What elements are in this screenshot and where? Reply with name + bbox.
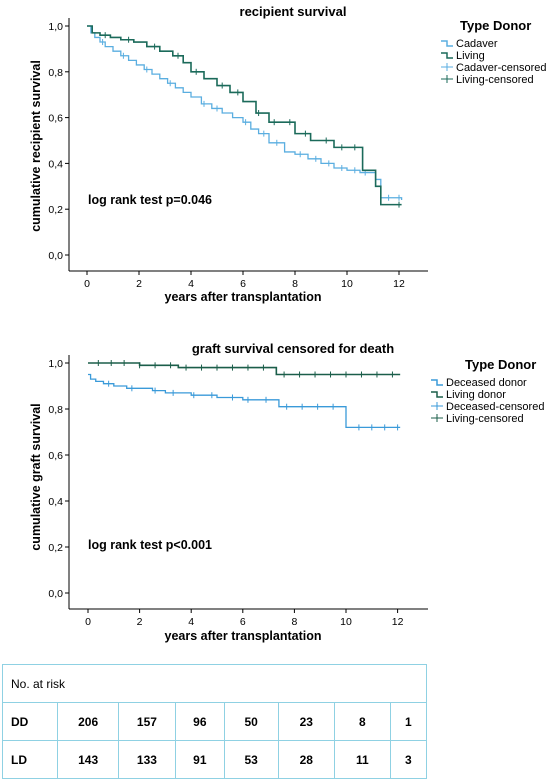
legend-censor-symbol xyxy=(441,63,453,71)
risk-cell: 3 xyxy=(389,740,428,779)
series-line-cadaver xyxy=(87,25,403,201)
risk-cell: 8 xyxy=(334,702,391,741)
x-tick-label: 8 xyxy=(292,278,298,290)
risk-cell: 1 xyxy=(389,702,428,741)
legend: Type Donor CadaverLivingCadaver-censored… xyxy=(441,18,547,86)
x-tick-label: 2 xyxy=(137,616,143,628)
risk-table-row-dd: DD 206 157 96 50 23 8 1 xyxy=(1,702,428,741)
risk-table-header: No. at risk xyxy=(2,664,427,703)
legend-step-symbol xyxy=(431,391,443,398)
y-tick-label: 0,4 xyxy=(48,496,63,508)
chart-title: recipient survival xyxy=(240,4,347,19)
risk-cell: 133 xyxy=(117,740,176,779)
legend-censor-symbol xyxy=(441,75,453,83)
series-line-deceased-donor xyxy=(88,373,401,429)
legend-censor-symbol xyxy=(431,414,443,422)
risk-cell: 53 xyxy=(223,740,279,779)
legend-label: Living xyxy=(456,50,485,62)
y-axis-label: cumulative graft survival xyxy=(29,403,43,550)
x-tick-label: 12 xyxy=(392,616,404,628)
legend-label: Cadaver-censored xyxy=(456,62,547,74)
series-line-living xyxy=(87,25,402,206)
legend-label: Living donor xyxy=(446,389,506,401)
risk-cell: 157 xyxy=(117,702,176,741)
x-tick-label: 4 xyxy=(188,616,194,628)
risk-table-row-ld: LD 143 133 91 53 28 11 3 xyxy=(1,740,428,779)
x-tick-label: 0 xyxy=(85,616,91,628)
x-tick-label: 4 xyxy=(188,278,194,290)
risk-cell: 206 xyxy=(57,702,119,741)
legend-title: Type Donor xyxy=(465,357,536,372)
x-tick-label: 12 xyxy=(393,278,405,290)
y-tick-label: 0,6 xyxy=(48,113,63,125)
chart-title: graft survival censored for death xyxy=(192,341,394,356)
risk-cell: 96 xyxy=(174,702,225,741)
y-tick-label: 0,8 xyxy=(48,67,63,79)
x-tick-label: 10 xyxy=(340,616,352,628)
risk-cell: 143 xyxy=(57,740,119,779)
series-line-living-donor xyxy=(88,362,401,376)
y-tick-label: 0,0 xyxy=(48,250,63,262)
legend-label: Living-censored xyxy=(456,74,534,86)
x-tick-label: 6 xyxy=(240,278,246,290)
risk-table: No. at risk DD 206 157 96 50 23 8 1 LD 1… xyxy=(1,664,428,779)
legend-label: Deceased donor xyxy=(446,377,527,389)
row-label: LD xyxy=(1,740,59,779)
legend-step-symbol xyxy=(431,379,443,386)
x-tick-label: 8 xyxy=(291,616,297,628)
x-tick-label: 0 xyxy=(84,278,90,290)
x-tick-label: 6 xyxy=(240,616,246,628)
log-rank-annotation: log rank test p=0.046 xyxy=(88,193,212,207)
y-tick-label: 1,0 xyxy=(48,21,63,33)
legend-censor-symbol xyxy=(431,402,443,410)
legend-step-symbol xyxy=(441,40,453,47)
legend-label: Cadaver xyxy=(456,38,498,50)
risk-cell: 91 xyxy=(174,740,225,779)
log-rank-annotation: log rank test p<0.001 xyxy=(88,538,212,552)
row-label: DD xyxy=(1,702,59,741)
risk-cell: 11 xyxy=(334,740,391,779)
y-tick-label: 0,8 xyxy=(48,404,63,416)
x-axis-label: years after transplantation xyxy=(165,290,322,304)
legend-title: Type Donor xyxy=(460,18,531,33)
y-tick-label: 0,4 xyxy=(48,158,63,170)
risk-cell: 28 xyxy=(277,740,336,779)
figure: recipient survival 0,0 0,2 0,4 0,6 0,8 1,0 0 2 4… xyxy=(29,4,547,643)
legend-label: Living-censored xyxy=(446,413,524,425)
risk-table-header-row: No. at risk xyxy=(2,664,427,703)
y-tick-label: 0,0 xyxy=(48,588,63,600)
risk-cell: 50 xyxy=(223,702,279,741)
legend-label: Deceased-censored xyxy=(446,401,544,413)
legend-step-symbol xyxy=(441,52,453,59)
y-axis-label: cumulative recipient survival xyxy=(29,60,43,232)
y-tick-label: 0,2 xyxy=(48,204,63,216)
x-tick-label: 10 xyxy=(341,278,353,290)
y-tick-label: 0,6 xyxy=(48,450,63,462)
risk-cell: 23 xyxy=(277,702,336,741)
recipient-survival-chart: recipient survival 0,0 0,2 0,4 0,6 0,8 1,0 0 2 4… xyxy=(29,4,547,304)
graft-survival-chart: graft survival censored for death 0,0 0,2… xyxy=(29,341,544,643)
x-tick-label: 2 xyxy=(136,278,142,290)
y-tick-label: 0,2 xyxy=(48,542,63,554)
y-tick-label: 1,0 xyxy=(48,358,63,370)
x-axis-label: years after transplantation xyxy=(165,629,322,643)
